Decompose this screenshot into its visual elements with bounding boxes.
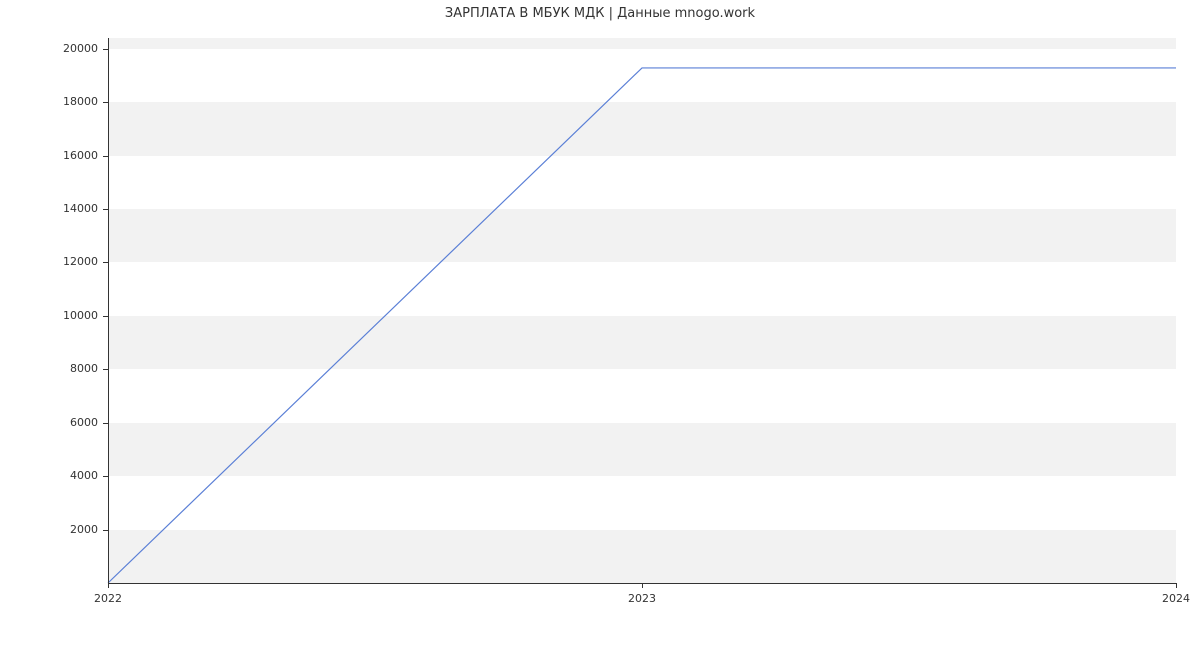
- plot-area: 2000400060008000100001200014000160001800…: [108, 38, 1176, 583]
- y-tick-mark: [103, 530, 108, 531]
- y-tick-mark: [103, 209, 108, 210]
- x-tick-mark: [1176, 583, 1177, 588]
- x-tick-label: 2024: [1146, 592, 1200, 605]
- y-tick-label: 6000: [48, 416, 98, 429]
- y-tick-mark: [103, 49, 108, 50]
- y-tick-label: 8000: [48, 362, 98, 375]
- y-tick-mark: [103, 262, 108, 263]
- y-tick-label: 4000: [48, 469, 98, 482]
- y-tick-label: 12000: [48, 255, 98, 268]
- y-tick-mark: [103, 423, 108, 424]
- y-axis-line: [108, 38, 109, 583]
- chart-title: ЗАРПЛАТА В МБУК МДК | Данные mnogo.work: [0, 6, 1200, 21]
- y-tick-mark: [103, 102, 108, 103]
- chart-container: ЗАРПЛАТА В МБУК МДК | Данные mnogo.work …: [0, 0, 1200, 650]
- y-tick-label: 2000: [48, 523, 98, 536]
- x-tick-mark: [642, 583, 643, 588]
- x-tick-label: 2022: [78, 592, 138, 605]
- y-tick-label: 10000: [48, 309, 98, 322]
- y-tick-mark: [103, 369, 108, 370]
- y-tick-label: 14000: [48, 202, 98, 215]
- y-tick-label: 20000: [48, 42, 98, 55]
- x-tick-mark: [108, 583, 109, 588]
- y-tick-mark: [103, 156, 108, 157]
- y-tick-mark: [103, 316, 108, 317]
- series-line: [108, 68, 1176, 583]
- x-tick-label: 2023: [612, 592, 672, 605]
- line-layer: [108, 38, 1176, 583]
- y-tick-mark: [103, 476, 108, 477]
- y-tick-label: 16000: [48, 149, 98, 162]
- y-tick-label: 18000: [48, 95, 98, 108]
